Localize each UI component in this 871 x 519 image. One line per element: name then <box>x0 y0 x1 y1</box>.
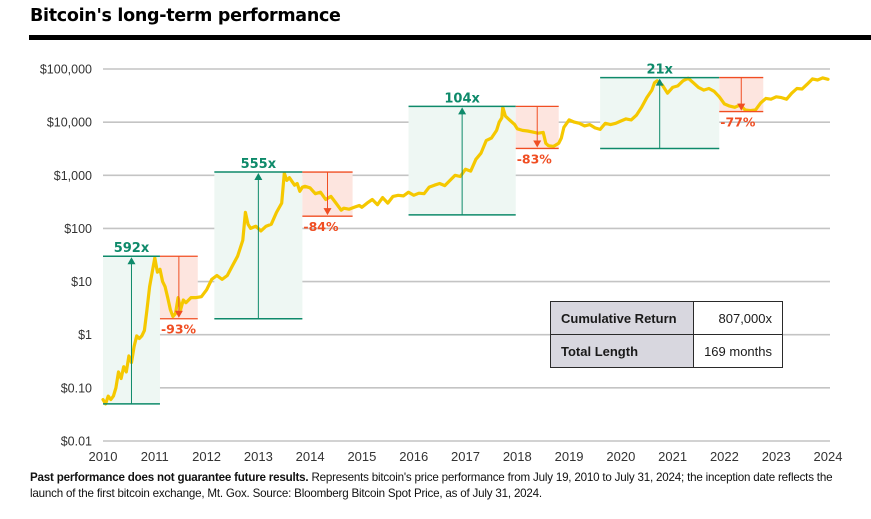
period-markers: 592x 555x 104x 21x -93% -84% -83% -77% <box>103 63 764 405</box>
x-tick-label: 2022 <box>710 449 739 464</box>
x-axis: 2010 2011 2012 2013 2014 2015 2016 2017 2018 2019… <box>89 449 843 464</box>
drawdown-arrow-head-icon <box>174 310 183 318</box>
x-tick-label: 2021 <box>658 449 687 464</box>
footnote: Past performance does not guarantee futu… <box>30 470 850 502</box>
footnote-disclaimer: Past performance does not guarantee futu… <box>30 471 309 484</box>
gain-arrow-head-icon <box>458 107 467 115</box>
x-tick-label: 2015 <box>347 449 376 464</box>
footnote-source: Represents bitcoin's price performance f… <box>30 471 833 500</box>
title-rule <box>29 35 871 40</box>
x-tick-label: 2020 <box>606 449 635 464</box>
x-tick-label: 2017 <box>451 449 480 464</box>
y-tick-label: $1 <box>78 328 92 342</box>
chart-title: Bitcoin's long-term performance <box>30 6 341 26</box>
drawdown-arrow-head-icon <box>533 140 542 148</box>
gain-multiple-label: 555x <box>241 157 277 172</box>
y-tick-label: $1,000 <box>54 169 92 183</box>
summary-table: Cumulative Return 807,000x Total Length … <box>550 301 783 368</box>
gain-arrow-head-icon <box>127 257 136 265</box>
summary-label: Total Length <box>550 334 694 368</box>
y-tick-label: $100 <box>64 222 92 236</box>
drawdown-arrow-head-icon <box>323 208 332 216</box>
drawdown-percent-label: -84% <box>303 219 339 234</box>
gain-arrow-head-icon <box>655 78 664 86</box>
y-tick-label: $10 <box>71 275 92 289</box>
x-tick-label: 2023 <box>762 449 791 464</box>
y-tick-label: $0.01 <box>61 435 92 449</box>
x-tick-label: 2024 <box>814 449 843 464</box>
drawdown-arrow-head-icon <box>737 103 746 111</box>
price-line-layer <box>101 76 830 406</box>
x-tick-label: 2014 <box>296 449 325 464</box>
x-tick-label: 2012 <box>192 449 221 464</box>
bitcoin-price-chart: 592x 555x 104x 21x -93% -84% -83% -77% $100,000… <box>40 63 843 465</box>
drawdown-percent-label: -93% <box>161 322 197 337</box>
x-tick-label: 2019 <box>555 449 584 464</box>
summary-value: 169 months <box>693 334 783 368</box>
x-tick-label: 2018 <box>503 449 532 464</box>
x-tick-label: 2016 <box>399 449 428 464</box>
summary-value: 807,000x <box>693 301 783 335</box>
gain-multiple-label: 592x <box>114 241 150 256</box>
gain-arrow-head-icon <box>254 173 263 181</box>
gain-multiple-label: 104x <box>444 91 480 106</box>
drawdown-percent-label: -77% <box>720 115 756 130</box>
gain-multiple-label: 21x <box>646 63 673 78</box>
y-tick-label: $0.10 <box>61 381 92 395</box>
y-tick-label: $100,000 <box>40 63 92 77</box>
summary-label: Cumulative Return <box>550 301 694 335</box>
price-line <box>101 76 830 406</box>
y-tick-label: $10,000 <box>47 116 92 130</box>
x-tick-label: 2010 <box>89 449 118 464</box>
x-tick-label: 2011 <box>141 449 169 464</box>
y-axis: $100,000 $10,000 $1,000 $100 $10 $1 $0.10 $0.01 <box>40 63 92 449</box>
x-tick-label: 2013 <box>244 449 273 464</box>
summary-row-cumulative-return: Cumulative Return 807,000x <box>550 301 783 335</box>
summary-row-total-length: Total Length 169 months <box>550 334 783 368</box>
drawdown-percent-label: -83% <box>517 151 553 166</box>
